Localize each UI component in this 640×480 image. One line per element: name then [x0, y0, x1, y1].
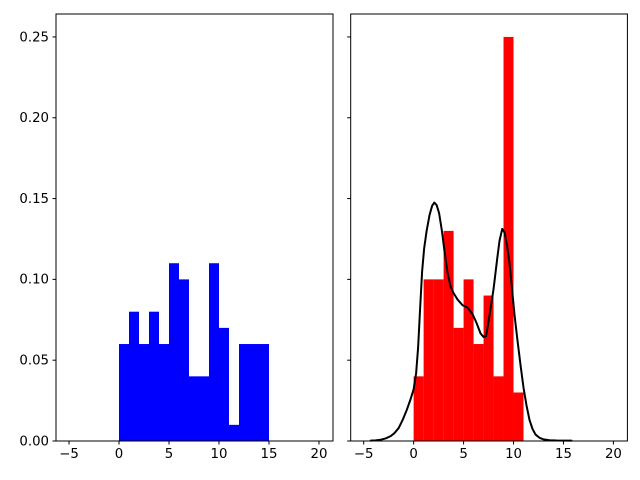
x-tick-label: −5 — [59, 447, 79, 462]
x-tick-label: 5 — [459, 447, 467, 462]
x-tick-label: 15 — [261, 447, 278, 462]
histogram-bar — [249, 344, 259, 441]
histogram-bar — [259, 344, 269, 441]
histogram-bar — [199, 376, 209, 441]
histogram-bar — [209, 263, 219, 441]
x-tick-label: 15 — [555, 447, 572, 462]
histogram-bar — [473, 344, 484, 441]
y-tick-label: 0.15 — [19, 192, 49, 207]
x-tick-label: 0 — [409, 447, 417, 462]
blue-histogram — [119, 263, 269, 441]
x-tick-label: −5 — [354, 447, 374, 462]
x-tick-label: 20 — [311, 447, 328, 462]
histogram-bar — [239, 344, 249, 441]
x-tick-label: 20 — [605, 447, 622, 462]
histogram-bar — [483, 295, 494, 441]
red-histogram — [413, 36, 524, 441]
x-tick-label: 5 — [165, 447, 173, 462]
axes-frame — [55, 13, 334, 442]
histogram-bar — [513, 392, 524, 441]
y-tick-label: 0.10 — [19, 273, 49, 288]
kde-curve — [369, 201, 573, 442]
histogram-bar — [189, 376, 199, 441]
right-subplot: −5 0 5 10 15 20 — [347, 13, 628, 462]
left-subplot: −5 0 5 10 15 20 0.00 0.05 0.10 0.15 0.20 0.25 — [19, 13, 334, 462]
histogram-bar — [503, 36, 514, 441]
y-tick-label: 0.20 — [19, 111, 49, 126]
histogram-bar — [179, 279, 189, 441]
histogram-bar — [119, 344, 129, 441]
histogram-bar — [149, 311, 159, 441]
histogram-bar — [219, 327, 229, 441]
histogram-bar — [159, 344, 169, 441]
histogram-bar — [443, 230, 454, 441]
axes-frame — [350, 13, 628, 442]
histogram-bar — [493, 376, 504, 441]
histogram-bar — [463, 279, 474, 441]
y-tick-label: 0.00 — [19, 434, 49, 449]
histogram-bar — [413, 376, 424, 441]
histogram-bar — [433, 279, 444, 441]
x-tick-label: 0 — [115, 447, 123, 462]
histogram-bar — [169, 263, 179, 441]
histogram-bar — [453, 327, 464, 441]
y-tick-label: 0.25 — [19, 30, 49, 45]
y-tick-label: 0.05 — [19, 353, 49, 368]
histogram-bar — [229, 424, 239, 441]
histogram-bar — [423, 279, 434, 441]
histogram-bar — [139, 344, 149, 441]
x-tick-label: 10 — [211, 447, 228, 462]
x-tick-label: 10 — [505, 447, 522, 462]
histogram-bar — [129, 311, 139, 441]
